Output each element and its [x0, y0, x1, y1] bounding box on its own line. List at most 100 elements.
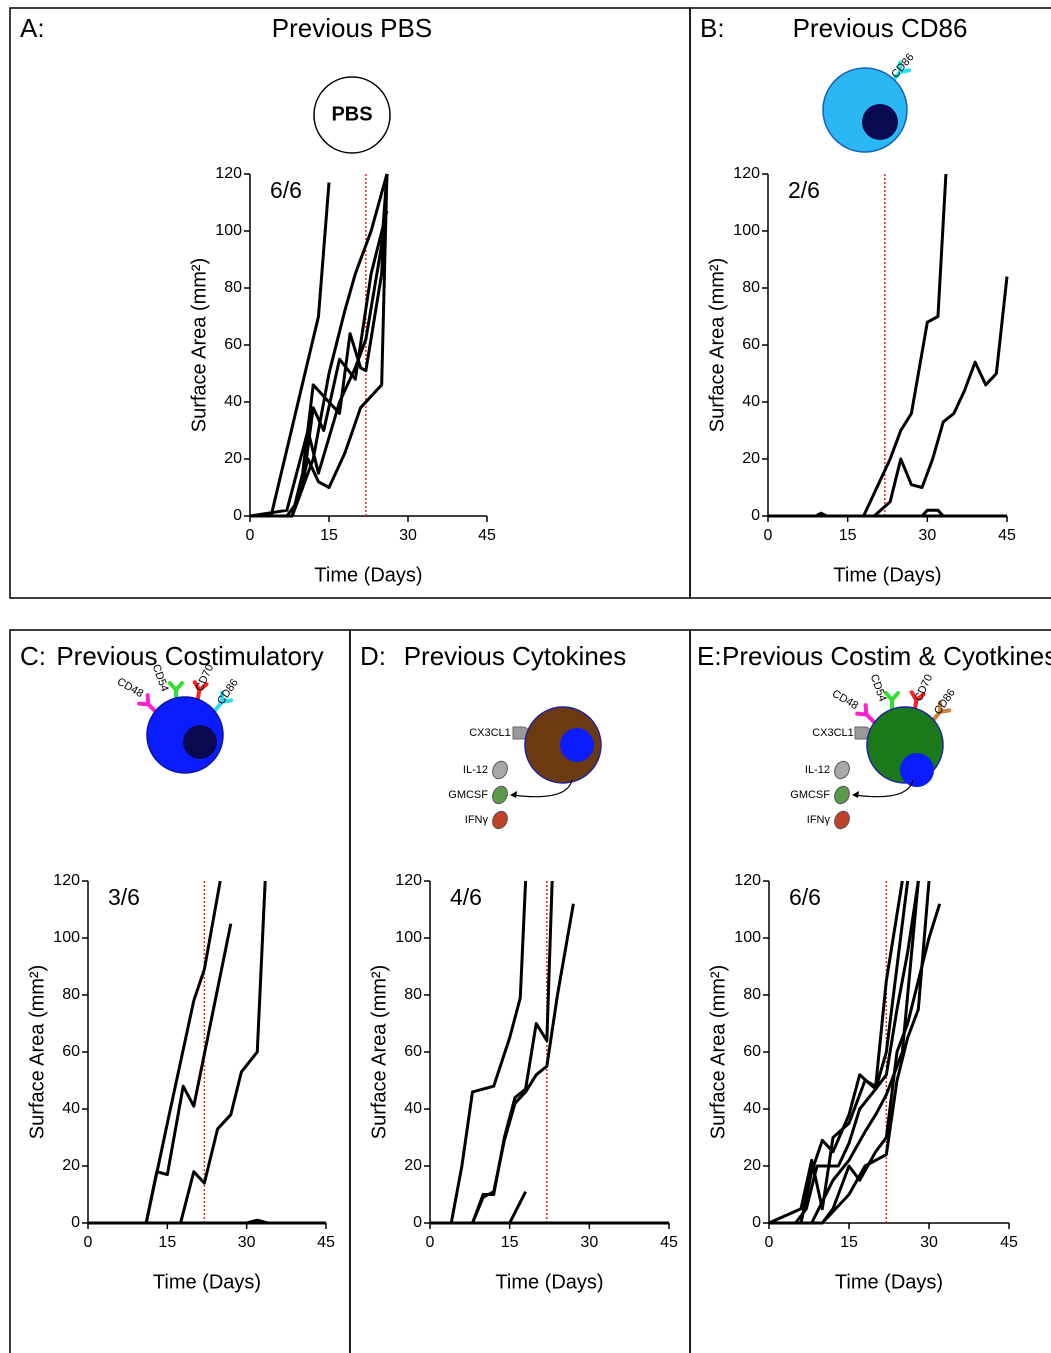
- y-tick-label: 60: [743, 1043, 761, 1060]
- receptor-label: CD48: [115, 676, 145, 700]
- x-tick-label: 0: [84, 1234, 93, 1251]
- nucleus: [560, 728, 594, 762]
- data-line: [768, 276, 1009, 518]
- data-line: [430, 880, 554, 1225]
- arrow-head: [510, 791, 517, 798]
- cytokine-label: IL-12: [463, 764, 488, 776]
- data-line: [769, 903, 942, 1225]
- panel-title: Previous Cytokines: [404, 641, 627, 671]
- ligand-label: CX3CL1: [812, 727, 854, 739]
- cytokine-label: IL-12: [805, 764, 830, 776]
- x-tick-label: 15: [839, 527, 857, 544]
- cytokine-label: GMCSF: [790, 789, 830, 801]
- cytokine: [492, 810, 508, 830]
- y-tick-label: 100: [53, 929, 80, 946]
- y-axis-label: Surface Area (mm²): [188, 258, 210, 432]
- x-tick-label: 45: [1000, 1234, 1018, 1251]
- panel-label: E:: [697, 641, 722, 671]
- annotation: 4/6: [450, 884, 482, 910]
- cytokine: [834, 760, 850, 780]
- y-tick-label: 80: [224, 279, 242, 296]
- data-line: [249, 173, 389, 518]
- y-tick-label: 120: [734, 872, 761, 889]
- y-tick-label: 80: [743, 986, 761, 1003]
- x-tick-label: 0: [246, 527, 255, 544]
- data-line: [769, 880, 931, 1225]
- x-tick-label: 45: [478, 527, 496, 544]
- secretion-arrow: [853, 779, 914, 798]
- arrow-head: [852, 791, 859, 798]
- y-tick-label: 120: [53, 872, 80, 889]
- data-line: [430, 880, 528, 1225]
- x-tick-label: 30: [399, 527, 417, 544]
- y-tick-label: 40: [224, 393, 242, 410]
- y-tick-label: 40: [62, 1100, 80, 1117]
- y-tick-label: 20: [62, 1157, 80, 1174]
- y-tick-label: 60: [62, 1043, 80, 1060]
- data-line: [250, 173, 389, 518]
- panel-border: [689, 7, 1051, 599]
- panel-label: A:: [20, 13, 45, 43]
- x-tick-label: 45: [660, 1234, 678, 1251]
- panel-title: Previous CD86: [793, 13, 968, 43]
- data-line: [88, 880, 267, 1225]
- y-tick-label: 0: [752, 1214, 761, 1231]
- data-line: [88, 923, 233, 1225]
- x-tick-label: 30: [920, 1234, 938, 1251]
- x-tick-label: 30: [238, 1234, 256, 1251]
- data-line: [430, 903, 575, 1225]
- y-tick-label: 0: [233, 507, 242, 524]
- x-tick-label: 15: [320, 527, 338, 544]
- y-tick-label: 20: [743, 1157, 761, 1174]
- cell-diagram: CD86: [822, 51, 917, 153]
- y-tick-label: 80: [62, 986, 80, 1003]
- y-axis-label: Surface Area (mm²): [368, 965, 390, 1139]
- data-line: [768, 173, 948, 518]
- y-tick-label: 0: [751, 507, 760, 524]
- y-tick-label: 0: [71, 1214, 80, 1231]
- cytokine: [492, 760, 508, 780]
- y-tick-label: 20: [404, 1157, 422, 1174]
- y-axis-label: Surface Area (mm²): [706, 258, 728, 432]
- y-tick-label: 80: [404, 986, 422, 1003]
- cell-diagram: PBS: [313, 76, 391, 154]
- y-tick-label: 60: [742, 336, 760, 353]
- cytokine-label: GMCSF: [448, 789, 488, 801]
- panel-title: Previous PBS: [272, 13, 432, 43]
- cell-label: PBS: [331, 103, 372, 125]
- cell-diagram: CX3CL1 IL-12 GMCSF IFNγ: [448, 706, 602, 830]
- annotation: 6/6: [789, 884, 821, 910]
- x-tick-label: 0: [765, 1234, 774, 1251]
- panel-label: C:: [20, 641, 46, 671]
- x-tick-label: 30: [918, 527, 936, 544]
- y-tick-label: 100: [733, 222, 760, 239]
- panel-title: Previous Costim & Cyotkines: [722, 641, 1051, 671]
- panel-label: B:: [700, 13, 725, 43]
- y-axis-label: Surface Area (mm²): [26, 965, 48, 1139]
- x-tick-label: 45: [317, 1234, 335, 1251]
- y-tick-label: 40: [743, 1100, 761, 1117]
- y-tick-label: 80: [742, 279, 760, 296]
- nucleus: [900, 753, 934, 787]
- cytokine: [834, 785, 850, 805]
- receptor: [855, 703, 877, 725]
- nucleus: [183, 725, 217, 759]
- y-tick-label: 120: [733, 165, 760, 182]
- data-line: [768, 880, 904, 1225]
- receptor-label: CD86: [889, 51, 916, 80]
- receptor-label: CD54: [868, 673, 889, 704]
- cell: [822, 67, 908, 153]
- nucleus: [862, 104, 898, 140]
- y-tick-label: 60: [404, 1043, 422, 1060]
- ligand-label: CX3CL1: [469, 727, 511, 739]
- y-tick-label: 20: [742, 450, 760, 467]
- y-tick-label: 100: [395, 929, 422, 946]
- y-tick-label: 100: [734, 929, 761, 946]
- y-axis-label: Surface Area (mm²): [707, 965, 729, 1139]
- panel-label: D:: [360, 641, 386, 671]
- annotation: 3/6: [108, 884, 140, 910]
- annotation: 2/6: [788, 177, 820, 203]
